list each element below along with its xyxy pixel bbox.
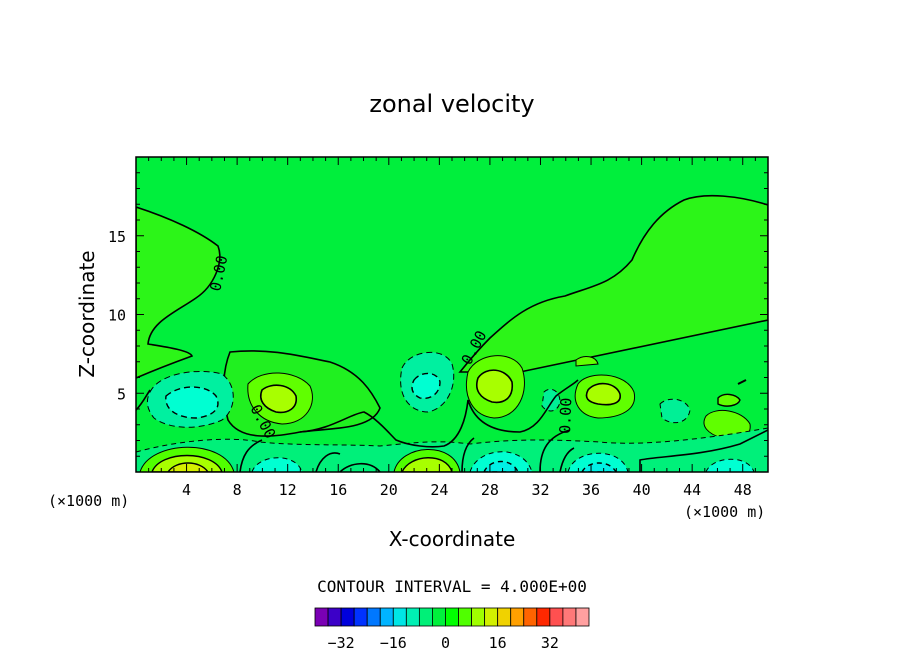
negative-streak-center-right: [541, 388, 561, 412]
colorbar-swatch: [418, 607, 433, 627]
positive-lobe-x29: [466, 355, 525, 419]
y-axis-ticks: 5 10 15: [108, 156, 768, 473]
colorbar-swatch: [314, 607, 329, 627]
colorbar-tick-label: 16: [489, 634, 507, 652]
positive-lobe-x37: [574, 356, 636, 419]
y-tick-label: 15: [108, 228, 126, 246]
x-tick-label: 36: [582, 481, 600, 499]
contour-interval-text: CONTOUR INTERVAL = 4.000E+00: [317, 577, 587, 596]
plot-area: 0.00 0.00 0.00 0.00: [136, 157, 768, 472]
positive-lobe-x11: [247, 372, 313, 425]
x-tick-label: 8: [233, 481, 242, 499]
x-tick-label: 4: [182, 481, 191, 499]
x-tick-label: 12: [279, 481, 297, 499]
negative-streak-right: [659, 398, 691, 424]
colorbar-swatch: [549, 607, 564, 627]
y-tick-label: 10: [108, 307, 126, 325]
colorbar-swatch: [510, 607, 525, 627]
colorbar: [314, 607, 590, 627]
colorbar-swatch: [458, 607, 472, 627]
colorbar-swatch: [392, 607, 407, 627]
colorbar-swatch: [562, 607, 577, 627]
colorbar-swatch: [536, 607, 551, 627]
colorbar-swatch: [484, 607, 499, 627]
colorbar-swatch: [340, 607, 355, 627]
negative-lobe-left: [146, 370, 234, 428]
colorbar-tick-label: −16: [380, 634, 407, 652]
bottom-band: [136, 427, 768, 472]
region-upper-right-positive: [458, 194, 768, 373]
colorbar-swatch: [379, 607, 394, 627]
y-tick-label: 5: [117, 385, 126, 403]
x-tick-label: 24: [430, 481, 448, 499]
colorbar-swatch: [471, 607, 486, 627]
colorbar-swatch: [523, 607, 538, 627]
x-unit-left: (×1000 m): [48, 492, 129, 510]
colorbar-swatch: [327, 607, 342, 627]
colorbar-swatch: [497, 607, 512, 627]
colorbar-swatch: [575, 607, 590, 627]
x-tick-label: 44: [683, 481, 701, 499]
x-tick-label: 28: [481, 481, 499, 499]
x-unit-right: (×1000 m): [684, 503, 765, 521]
colorbar-ticks: −32 −16 0 16 32: [328, 634, 559, 652]
x-tick-label: 32: [531, 481, 549, 499]
colorbar-tick-label: 32: [541, 634, 559, 652]
x-tick-label: 20: [380, 481, 398, 499]
colorbar-swatch: [353, 607, 368, 627]
contour-label-4: 0.00: [556, 397, 575, 434]
colorbar-swatch: [405, 607, 420, 627]
colorbar-swatch: [432, 607, 446, 627]
colorbar-tick-label: 0: [441, 634, 450, 652]
y-axis-label: Z-coordinate: [75, 250, 99, 377]
region-upper-left-positive: [136, 206, 221, 379]
colorbar-tick-label: −32: [328, 634, 355, 652]
colorbar-swatch: [445, 607, 459, 627]
x-axis-ticks: 4 8 12 16 20 24 28 32 36 40 44 48: [135, 157, 769, 499]
x-tick-label: 40: [633, 481, 651, 499]
x-tick-label: 16: [329, 481, 347, 499]
zero-contour-middle: [136, 379, 579, 448]
x-tick-label: 48: [734, 481, 752, 499]
x-axis-label: X-coordinate: [389, 527, 516, 551]
negative-lobe-x23: [400, 351, 455, 413]
chart-title: zonal velocity: [369, 90, 534, 118]
colorbar-swatch: [366, 607, 381, 627]
